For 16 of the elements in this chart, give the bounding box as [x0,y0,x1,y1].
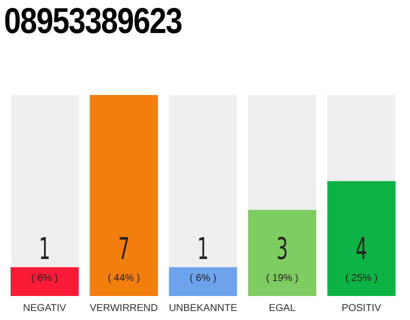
data-label: 3 [276,230,288,266]
annotation: ( 44% ) [108,272,140,284]
x-tick-label: NEGATIV [23,302,67,314]
x-tick-label: POSITIV [342,302,382,314]
annotation: ( 6% ) [31,272,58,284]
annotation: ( 6% ) [190,272,216,284]
x-tick-label: UNBEKANNTE [168,302,238,314]
data-label: 1 [38,230,50,266]
data-label: 7 [118,230,130,266]
chart-title: 08953389623 [4,0,182,42]
x-tick-label: EGAL [268,302,296,314]
data-label: 1 [197,230,209,266]
annotation: ( 19% ) [266,272,298,284]
annotation: ( 25% ) [345,272,378,284]
data-label: 4 [356,230,368,266]
x-tick-label: VERWIRREND [90,302,158,314]
